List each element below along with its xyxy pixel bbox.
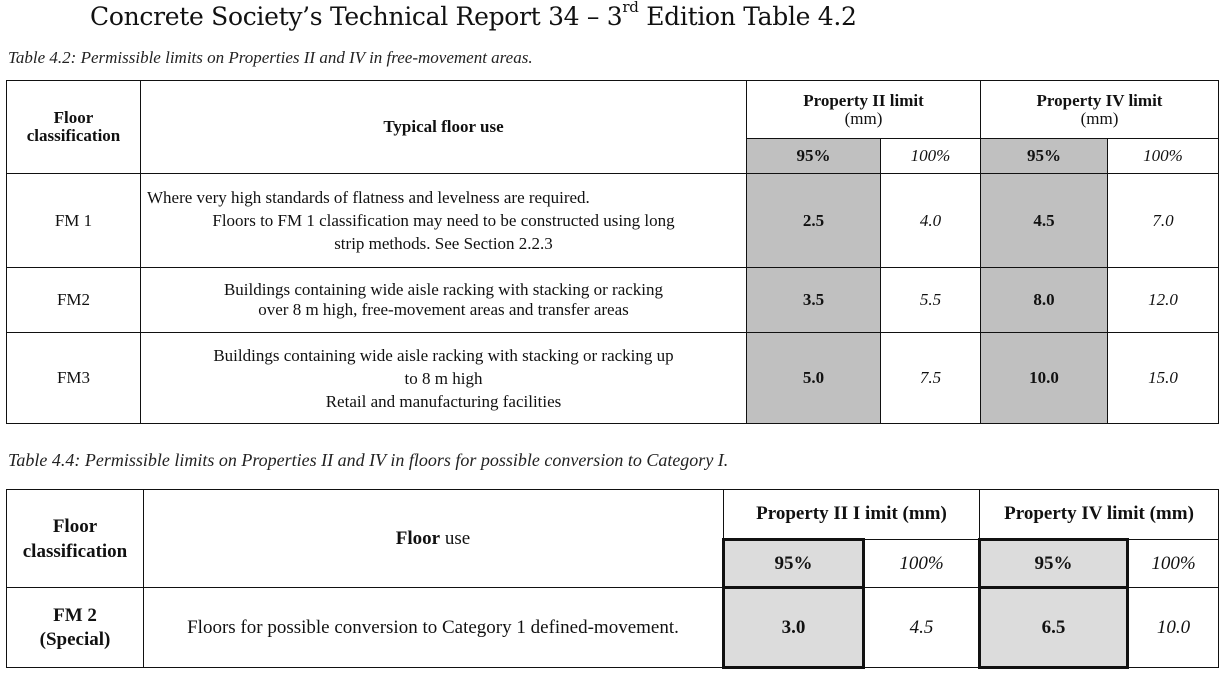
- floor-use-line: Buildings containing wide aisle racking …: [223, 280, 664, 299]
- table-row: FM 2 (Special) Floors for possible conver…: [6, 586, 1220, 669]
- header-p4-95: 95%: [980, 138, 1108, 174]
- floor-use-line: Buildings containing wide aisle racking …: [213, 345, 674, 365]
- header-p4-100: 100%: [1107, 138, 1219, 174]
- p2-100-cell: 4.0: [880, 173, 981, 268]
- p4-95-cell: 10.0: [980, 332, 1108, 424]
- table1-subheader-row: 95% 100% 95% 100%: [7, 138, 1219, 174]
- table2-caption: Table 4.4: Permissible limits on Propert…: [8, 450, 729, 470]
- floor-use-line: strip methods. See Section 2.2.3: [334, 234, 553, 253]
- header-p2-95: 95%: [722, 538, 865, 589]
- header-typical-floor-use: Typical floor use: [140, 80, 747, 174]
- p2-95-cell: 3.5: [746, 267, 881, 333]
- floor-use-line: to 8 m high: [404, 368, 483, 388]
- p2-100-cell: 5.5: [880, 267, 981, 333]
- p2-95-cell: 5.0: [746, 332, 881, 424]
- floor-class-cell: FM3: [6, 332, 141, 424]
- p4-100-cell: 15.0: [1107, 332, 1219, 424]
- header-p2-95: 95%: [746, 138, 881, 174]
- floor-use-line: over 8 m high, free-movement areas and t…: [258, 300, 629, 319]
- header-floor-classification: Floor classification: [6, 489, 144, 588]
- table1-caption: Table 4.2: Permissible limits on Propert…: [8, 48, 533, 67]
- header-floor-classification: Floor classification: [6, 80, 141, 174]
- p4-100-cell: 12.0: [1107, 267, 1219, 333]
- header-property-iv: Property IV limit (mm): [980, 80, 1219, 139]
- p4-95-cell: 6.5: [978, 586, 1130, 669]
- header-p4-95: 95%: [978, 538, 1130, 589]
- table-row: FM 1 Where very high standards of flatne…: [6, 173, 1219, 268]
- p2-95-cell: 3.0: [722, 586, 865, 669]
- table-4-4: Floor classification Floor use Property I…: [6, 489, 1220, 669]
- header-property-ii: Property II I imit (mm): [722, 489, 981, 540]
- floor-use-line: Where very high standards of flatness an…: [147, 188, 590, 207]
- table2-header-row: Floor classification Floor use Property I…: [6, 489, 1220, 588]
- p4-95-cell: 4.5: [980, 173, 1108, 268]
- p4-100-cell: 10.0: [1127, 587, 1220, 668]
- floor-use-cell: Buildings containing wide aisle racking …: [140, 267, 747, 333]
- p2-100-cell: 4.5: [862, 587, 981, 668]
- floor-class-cell: FM 1: [6, 173, 141, 268]
- floor-class-cell: FM2: [6, 267, 141, 333]
- header-p4-100: 100%: [1127, 539, 1220, 588]
- floor-use-cell: Buildings containing wide aisle racking …: [140, 332, 747, 424]
- floor-class-cell: FM 2 (Special): [6, 587, 144, 668]
- table2-subheader-row: 95% 100% 95% 100%: [7, 538, 1220, 589]
- header-property-iv: Property IV limit (mm): [979, 489, 1220, 540]
- p4-95-cell: 8.0: [980, 267, 1108, 333]
- p2-95-cell: 2.5: [746, 173, 881, 268]
- header-property-ii: Property II limit (mm): [746, 80, 981, 139]
- floor-use-line: Retail and manufacturing facilities: [325, 391, 562, 411]
- floor-use-line: Floors to FM 1 classification may need t…: [212, 211, 675, 230]
- table-row: FM2 Buildings containing wide aisle rack…: [6, 267, 1219, 333]
- p2-100-cell: 7.5: [880, 332, 981, 424]
- p4-100-cell: 7.0: [1107, 173, 1219, 268]
- table-row: FM3 Buildings containing wide aisle rack…: [6, 332, 1219, 424]
- floor-use-cell: Where very high standards of flatness an…: [140, 173, 747, 268]
- table-4-2: Floor classification Typical floor use Pr…: [6, 80, 1219, 424]
- header-floor-use: Floor use: [143, 489, 724, 588]
- header-p2-100: 100%: [862, 539, 981, 588]
- header-p2-100: 100%: [880, 138, 981, 174]
- floor-use-cell: Floors for possible conversion to Catego…: [143, 587, 724, 668]
- page-title: Concrete Society’s Technical Report 34 –…: [90, 0, 857, 31]
- table1-header-row: Floor classification Typical floor use Pr…: [6, 80, 1219, 174]
